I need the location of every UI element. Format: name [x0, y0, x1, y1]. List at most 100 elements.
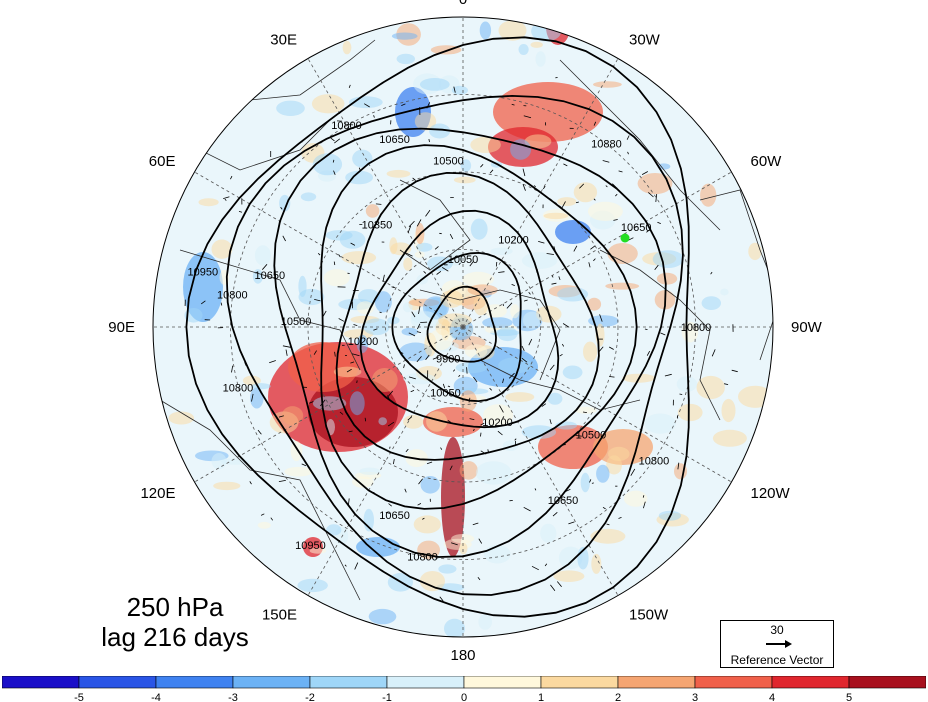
anomaly-patch [574, 406, 597, 414]
wind-vector [412, 177, 417, 181]
anomaly-patch [607, 243, 638, 264]
wind-vector [480, 164, 484, 168]
anomaly-patch [420, 476, 440, 494]
wind-vector [646, 350, 651, 356]
wind-vector [333, 170, 336, 175]
longitude-label: 150W [629, 607, 669, 624]
colorbar-swatch [309, 676, 388, 689]
anomaly-patch [547, 392, 563, 405]
meridian-line [307, 58, 464, 328]
wind-vector [563, 163, 568, 167]
wind-vector [536, 269, 538, 273]
anomaly-patch [462, 271, 494, 287]
wind-vector [511, 103, 515, 106]
longitude-label: 120W [751, 485, 791, 502]
wind-vector [449, 465, 453, 471]
wind-vector [388, 503, 392, 507]
wind-vector [354, 562, 359, 570]
coastline [399, 179, 471, 271]
wind-vector [338, 254, 341, 258]
wind-vector [477, 577, 481, 581]
wind-vector [618, 170, 623, 173]
contour-label: 10800 [217, 290, 248, 302]
wind-vector [458, 374, 461, 377]
wind-vector [502, 416, 505, 419]
anomaly-patch [339, 230, 366, 249]
anomaly-patch [676, 376, 698, 392]
height-contours [185, 36, 690, 618]
wind-vector [416, 331, 422, 333]
anomaly-patch [251, 383, 271, 390]
anomaly-patch [365, 204, 380, 218]
wind-vector [546, 253, 554, 255]
longitude-label: 30E [270, 32, 297, 49]
anomaly-patch [444, 618, 465, 637]
wind-vector [602, 506, 606, 510]
anomaly-patch [298, 275, 307, 297]
anomaly-patch [453, 176, 476, 184]
wind-vector [261, 264, 268, 270]
coastline [479, 359, 641, 411]
anomaly-patch [378, 417, 388, 426]
wind-vector [224, 198, 227, 201]
wind-vector [347, 498, 350, 507]
longitude-label: 150E [262, 607, 297, 624]
wind-vector [657, 221, 661, 224]
wind-vector [496, 346, 500, 349]
wind-vector [469, 261, 474, 267]
wind-vector [523, 115, 532, 119]
anomaly-shading [168, 17, 773, 637]
colorbar-tick-label: 0 [461, 692, 467, 702]
anomaly-patch [482, 317, 513, 329]
wind-vector [473, 428, 475, 432]
wind-vector [609, 376, 615, 378]
wind-vector [404, 488, 407, 493]
latitude-circle [230, 94, 696, 560]
anomaly-patch [479, 21, 492, 40]
wind-vector [468, 397, 471, 403]
anomaly-patch [451, 85, 468, 95]
contour-label: 10050 [448, 254, 479, 266]
wind-vector [416, 219, 422, 227]
wind-vector [317, 253, 321, 256]
anomaly-patch [583, 341, 598, 362]
contour-10950 [185, 36, 690, 618]
anomaly-patch [184, 308, 203, 323]
wind-vector [598, 346, 604, 353]
colorbar-swatch [771, 676, 850, 689]
wind-vector [282, 345, 291, 348]
meridian-line [462, 326, 619, 596]
wind-vector [641, 171, 648, 175]
wind-vector [278, 480, 286, 482]
contour-label: 10650 [255, 270, 286, 282]
wind-vector [423, 271, 427, 274]
wind-vector [499, 405, 504, 413]
colorbar-swatch [848, 676, 926, 689]
wind-vector [677, 462, 680, 470]
anomaly-patch [657, 163, 671, 170]
wind-vector [489, 169, 494, 174]
wind-vector [514, 438, 517, 441]
anomaly-patch [748, 242, 762, 261]
longitude-label: 90W [791, 319, 823, 336]
wind-vector [373, 328, 378, 331]
contour-label: 10800 [639, 456, 670, 468]
wind-vector [498, 271, 505, 273]
wind-vector [523, 506, 531, 512]
wind-vector [400, 351, 404, 354]
wind-vector [593, 121, 597, 126]
wind-vector [373, 491, 376, 495]
wind-vector [630, 468, 636, 476]
reference-arrow-icon [766, 640, 792, 648]
wind-vector [348, 430, 353, 433]
longitude-label: 180 [450, 647, 475, 664]
anomaly-patch [429, 123, 451, 139]
wind-vector [387, 390, 394, 397]
contour-10500 [320, 144, 638, 510]
wind-vector [473, 376, 478, 383]
anomaly-patch [309, 547, 327, 554]
wind-vector [282, 235, 286, 242]
wind-vector [528, 338, 533, 346]
colorbar-tick-label: -5 [74, 692, 84, 702]
wind-vector [356, 380, 358, 384]
